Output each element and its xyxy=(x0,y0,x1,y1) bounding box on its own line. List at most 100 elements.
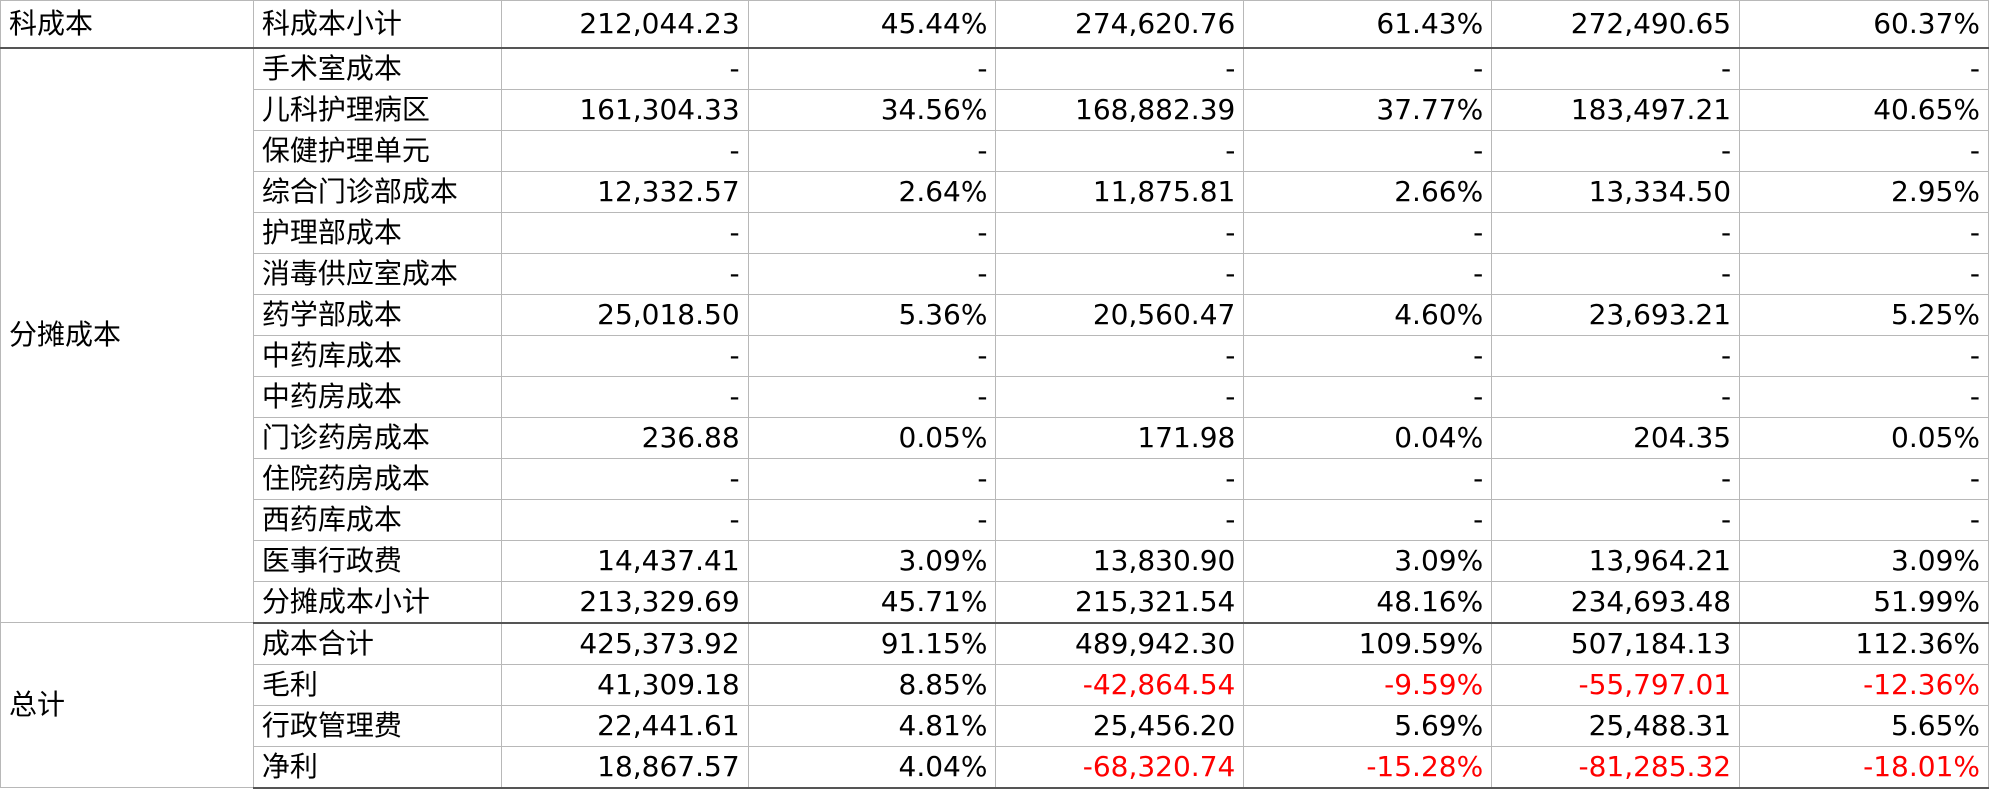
amount-cell[interactable]: 18,867.57 xyxy=(500,745,749,789)
amount-cell[interactable]: 236.88 xyxy=(500,416,749,459)
row-label[interactable]: 净利 xyxy=(252,745,502,789)
amount-cell[interactable]: - xyxy=(995,211,1245,254)
amount-cell[interactable]: 215,321.54 xyxy=(995,580,1245,624)
percent-cell[interactable]: 0.05% xyxy=(747,416,997,459)
amount-cell[interactable]: 507,184.13 xyxy=(1491,622,1741,665)
amount-cell[interactable]: 272,490.65 xyxy=(1491,0,1741,49)
percent-cell[interactable]: 45.44% xyxy=(747,0,997,49)
row-label[interactable]: 护理部成本 xyxy=(252,211,502,254)
amount-cell[interactable]: -68,320.74 xyxy=(995,745,1245,789)
percent-cell[interactable]: 60.37% xyxy=(1739,0,1989,49)
amount-cell[interactable]: - xyxy=(995,375,1245,418)
amount-cell[interactable]: - xyxy=(500,211,749,254)
amount-cell[interactable]: - xyxy=(995,334,1245,377)
row-label[interactable]: 分摊成本小计 xyxy=(252,580,502,624)
percent-cell[interactable]: -12.36% xyxy=(1739,663,1989,706)
percent-cell[interactable]: - xyxy=(747,47,997,90)
row-label[interactable]: 保健护理单元 xyxy=(252,129,502,172)
row-label[interactable]: 科成本小计 xyxy=(252,0,502,49)
amount-cell[interactable]: - xyxy=(500,129,749,172)
row-label[interactable]: 中药房成本 xyxy=(252,375,502,418)
percent-cell[interactable]: 40.65% xyxy=(1739,88,1989,131)
amount-cell[interactable]: 234,693.48 xyxy=(1491,580,1741,624)
percent-cell[interactable]: 34.56% xyxy=(747,88,997,131)
amount-cell[interactable]: - xyxy=(995,129,1245,172)
percent-cell[interactable]: - xyxy=(747,375,997,418)
amount-cell[interactable]: 161,304.33 xyxy=(500,88,749,131)
row-label[interactable]: 门诊药房成本 xyxy=(252,416,502,459)
percent-cell[interactable]: - xyxy=(747,211,997,254)
amount-cell[interactable]: - xyxy=(995,457,1245,500)
percent-cell[interactable]: 45.71% xyxy=(747,580,997,624)
percent-cell[interactable]: -18.01% xyxy=(1739,745,1989,789)
percent-cell[interactable]: 5.36% xyxy=(747,293,997,336)
amount-cell[interactable]: 168,882.39 xyxy=(995,88,1245,131)
percent-cell[interactable]: 48.16% xyxy=(1243,580,1493,624)
percent-cell[interactable]: - xyxy=(1243,211,1493,254)
amount-cell[interactable]: - xyxy=(500,47,749,90)
percent-cell[interactable]: 5.25% xyxy=(1739,293,1989,336)
amount-cell[interactable]: 489,942.30 xyxy=(995,622,1245,665)
amount-cell[interactable]: - xyxy=(1491,498,1741,541)
percent-cell[interactable]: 5.69% xyxy=(1243,704,1493,747)
amount-cell[interactable]: 213,329.69 xyxy=(500,580,749,624)
row-label[interactable]: 毛利 xyxy=(252,663,502,706)
row-label[interactable]: 医事行政费 xyxy=(252,539,502,582)
amount-cell[interactable]: - xyxy=(1491,252,1741,295)
amount-cell[interactable]: 13,830.90 xyxy=(995,539,1245,582)
group-label[interactable]: 科成本 xyxy=(0,0,254,49)
percent-cell[interactable]: 3.09% xyxy=(1243,539,1493,582)
row-label[interactable]: 西药库成本 xyxy=(252,498,502,541)
percent-cell[interactable]: - xyxy=(1739,498,1989,541)
amount-cell[interactable]: 23,693.21 xyxy=(1491,293,1741,336)
amount-cell[interactable]: - xyxy=(1491,457,1741,500)
percent-cell[interactable]: 3.09% xyxy=(1739,539,1989,582)
amount-cell[interactable]: - xyxy=(1491,375,1741,418)
row-label[interactable]: 药学部成本 xyxy=(252,293,502,336)
amount-cell[interactable]: - xyxy=(995,498,1245,541)
percent-cell[interactable]: 91.15% xyxy=(747,622,997,665)
percent-cell[interactable]: - xyxy=(1243,457,1493,500)
percent-cell[interactable]: 37.77% xyxy=(1243,88,1493,131)
amount-cell[interactable]: - xyxy=(1491,211,1741,254)
percent-cell[interactable]: - xyxy=(1739,375,1989,418)
amount-cell[interactable]: 274,620.76 xyxy=(995,0,1245,49)
amount-cell[interactable]: 11,875.81 xyxy=(995,170,1245,213)
percent-cell[interactable]: 4.04% xyxy=(747,745,997,789)
percent-cell[interactable]: - xyxy=(1243,129,1493,172)
percent-cell[interactable]: 51.99% xyxy=(1739,580,1989,624)
amount-cell[interactable]: 25,488.31 xyxy=(1491,704,1741,747)
percent-cell[interactable]: 2.64% xyxy=(747,170,997,213)
row-label[interactable]: 行政管理费 xyxy=(252,704,502,747)
amount-cell[interactable]: - xyxy=(1491,47,1741,90)
percent-cell[interactable]: 2.95% xyxy=(1739,170,1989,213)
amount-cell[interactable]: 14,437.41 xyxy=(500,539,749,582)
amount-cell[interactable]: 13,964.21 xyxy=(1491,539,1741,582)
percent-cell[interactable]: - xyxy=(1739,252,1989,295)
percent-cell[interactable]: - xyxy=(747,334,997,377)
percent-cell[interactable]: - xyxy=(1243,334,1493,377)
percent-cell[interactable]: 0.05% xyxy=(1739,416,1989,459)
percent-cell[interactable]: - xyxy=(747,129,997,172)
amount-cell[interactable]: -81,285.32 xyxy=(1491,745,1741,789)
percent-cell[interactable]: -9.59% xyxy=(1243,663,1493,706)
group-label[interactable]: 总计 xyxy=(0,622,254,788)
percent-cell[interactable]: - xyxy=(747,457,997,500)
percent-cell[interactable]: 109.59% xyxy=(1243,622,1493,665)
amount-cell[interactable]: 25,456.20 xyxy=(995,704,1245,747)
percent-cell[interactable]: 0.04% xyxy=(1243,416,1493,459)
percent-cell[interactable]: 5.65% xyxy=(1739,704,1989,747)
amount-cell[interactable]: 204.35 xyxy=(1491,416,1741,459)
row-label[interactable]: 儿科护理病区 xyxy=(252,88,502,131)
percent-cell[interactable]: - xyxy=(1739,457,1989,500)
amount-cell[interactable]: -42,864.54 xyxy=(995,663,1245,706)
row-label[interactable]: 中药库成本 xyxy=(252,334,502,377)
amount-cell[interactable]: - xyxy=(995,47,1245,90)
group-label[interactable]: 分摊成本 xyxy=(0,47,254,623)
percent-cell[interactable]: 8.85% xyxy=(747,663,997,706)
percent-cell[interactable]: - xyxy=(747,498,997,541)
percent-cell[interactable]: - xyxy=(1243,47,1493,90)
percent-cell[interactable]: - xyxy=(1739,334,1989,377)
amount-cell[interactable]: - xyxy=(1491,129,1741,172)
amount-cell[interactable]: 13,334.50 xyxy=(1491,170,1741,213)
